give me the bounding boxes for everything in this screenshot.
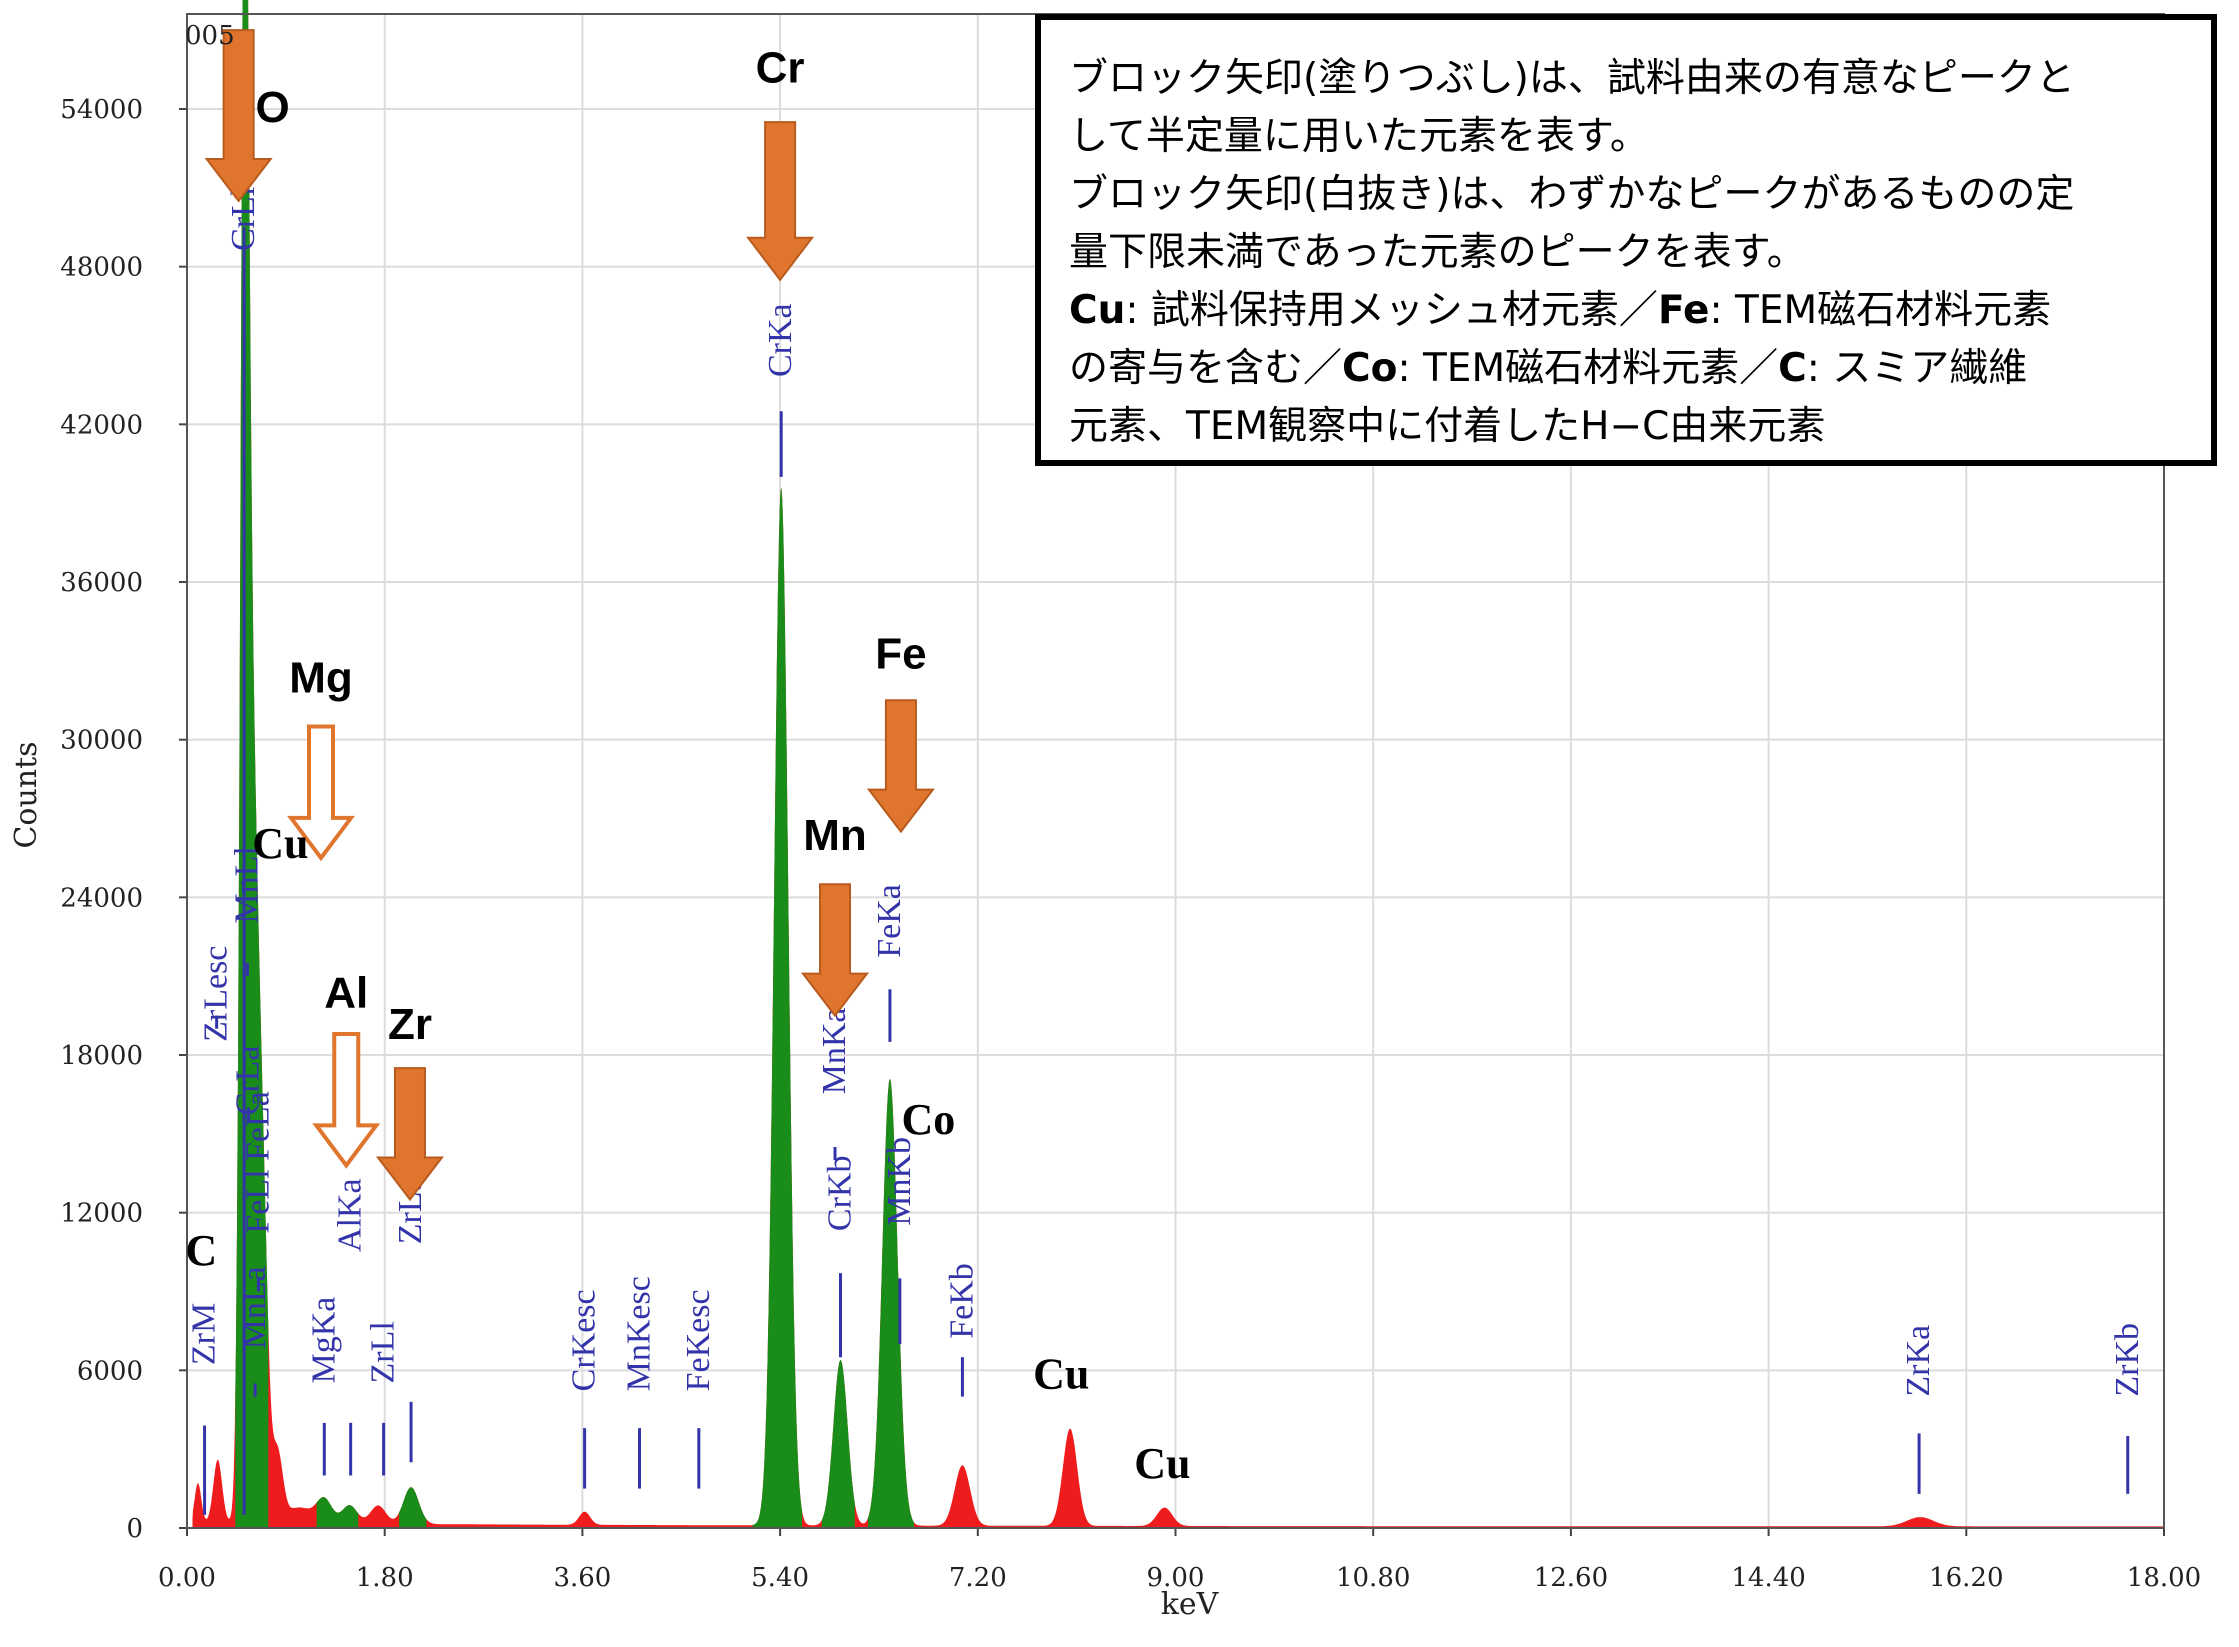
peak-marker-label: CrKesc <box>566 1289 603 1391</box>
element-arrows: O Cr Fe Mn Zr Mg Al Cu C Co Cu Cu <box>185 29 1190 1488</box>
note-co-desc: : TEM磁石材料元素／ <box>1397 346 1779 391</box>
filled-block-arrow <box>866 699 935 834</box>
x-tick-label: 9.00 <box>1147 1563 1205 1593</box>
arrow-element-label: Zr <box>388 1000 432 1049</box>
peak-markers: ZrMCrLl OKaMnLaZrLescMnLlCrLaFeLl FeLaMg… <box>186 114 2146 1515</box>
spectrum <box>192 0 2164 1528</box>
hollow-block-arrow <box>286 724 355 862</box>
element-label: Cu <box>1134 1439 1190 1488</box>
hollow-block-arrow <box>312 1031 381 1169</box>
peak-marker-label: MnKa <box>816 1008 853 1095</box>
peak-marker-label: FeLl FeLa <box>239 1091 276 1234</box>
peak-marker-label: FeKb <box>943 1263 980 1339</box>
element-label: C <box>185 1226 217 1275</box>
note-c-desc: : スミア繊維 <box>1806 346 2028 391</box>
note-line-3: ブロック矢印(白抜き)は、わずかなピークがあるものの定 <box>1069 172 2075 217</box>
note-line-2: して半定量に用いた元素を表す。 <box>1069 114 1649 159</box>
y-axis-title: Counts <box>9 741 44 848</box>
peak-marker-label: CrLa <box>230 1046 267 1116</box>
x-tick-label: 10.80 <box>1336 1563 1410 1593</box>
x-axis-title: keV <box>1161 1587 1220 1622</box>
peak-marker-label: MnKesc <box>621 1276 658 1391</box>
y-tick-label: 48000 <box>60 253 143 283</box>
note-co: Co <box>1342 346 1398 391</box>
spectrum-green-area <box>235 0 915 1528</box>
note-line-4: 量下限未満であった元素のピークを表す。 <box>1069 230 1806 275</box>
top-left-fragment: 005 <box>185 21 235 51</box>
note-cu: Cu <box>1069 288 1126 333</box>
y-tick-label: 6000 <box>77 1356 143 1386</box>
note-line-6: の寄与を含む／Co: TEM磁石材料元素／C: スミア繊維 <box>1069 340 2185 398</box>
filled-block-arrow <box>746 121 815 282</box>
filled-block-arrow <box>800 883 870 1018</box>
note-fe-desc: : TEM磁石材料元素 <box>1709 288 2052 333</box>
note-fe-desc-cont: の寄与を含む／ <box>1069 346 1343 391</box>
x-tick-label: 1.80 <box>356 1563 414 1593</box>
peak-marker-label: ZrKb <box>2109 1323 2146 1397</box>
arrow-element-label: Fe <box>875 630 926 679</box>
x-tick-label: 5.40 <box>751 1563 809 1593</box>
peak-marker-label: CrKb <box>822 1155 859 1231</box>
x-tick-label: 16.20 <box>1929 1563 2003 1593</box>
y-tick-label: 24000 <box>60 883 143 913</box>
peak-marker-label: CrKa <box>762 303 799 377</box>
y-tick-label: 42000 <box>60 410 143 440</box>
peak-marker-label: MgKa <box>305 1297 342 1384</box>
peak-marker-label: FeKesc <box>680 1289 717 1391</box>
peak-marker-label: MnLl <box>228 846 265 923</box>
y-tick-label: 18000 <box>60 1041 143 1071</box>
arrow-element-label: Mg <box>289 653 353 702</box>
y-tick-label: 12000 <box>60 1199 143 1229</box>
arrow-element-label: Al <box>324 969 368 1018</box>
filled-block-arrow <box>204 29 273 203</box>
peak-marker-label: ZrLesc <box>198 946 235 1042</box>
note-line-1: ブロック矢印(塗りつぶし)は、試料由来の有意なピークと <box>1069 56 2075 101</box>
peak-marker-label: ZrKa <box>1900 1325 1937 1397</box>
x-tick-label: 18.00 <box>2127 1563 2201 1593</box>
arrow-element-label: Cr <box>756 44 805 93</box>
y-tick-label: 54000 <box>60 95 143 125</box>
note-line-5: Cu: 試料保持用メッシュ材元素／Fe: TEM磁石材料元素 <box>1069 282 2185 340</box>
x-tick-label: 0.00 <box>158 1563 216 1593</box>
note-fe: Fe <box>1657 288 1710 333</box>
y-tick-label: 30000 <box>60 726 143 756</box>
y-tick-label: 36000 <box>60 568 143 598</box>
x-tick-label: 7.20 <box>949 1563 1007 1593</box>
filled-block-arrow <box>375 1067 444 1202</box>
x-tick-label: 12.60 <box>1534 1563 1608 1593</box>
axis-labels: 0.00 1.80 3.60 5.40 7.20 9.00 10.80 12.60 14.40 1… <box>9 95 2201 1622</box>
x-tick-label: 14.40 <box>1731 1563 1805 1593</box>
x-tick-label: 3.60 <box>553 1563 611 1593</box>
note-line-7: 元素、TEM観察中に付着したH−C由来元素 <box>1069 404 1826 449</box>
peak-marker-label: MnKb <box>881 1137 918 1226</box>
element-label: Cu <box>252 819 308 868</box>
peak-marker-label: FeKa <box>871 884 908 958</box>
peak-marker-label: AlKa <box>332 1178 369 1252</box>
y-tick-label: 0 <box>126 1514 143 1544</box>
peak-marker-label: ZrLl <box>365 1321 402 1383</box>
arrow-element-label: Mn <box>803 811 867 860</box>
note-cu-desc: : 試料保持用メッシュ材元素／ <box>1125 288 1658 333</box>
element-label: Co <box>901 1095 955 1144</box>
peak-marker-label: MnLa <box>236 1266 273 1349</box>
peak-marker-label: ZrM <box>186 1303 223 1365</box>
element-label: Cu <box>1033 1350 1089 1399</box>
arrow-element-label: O <box>256 83 290 132</box>
legend-note-box: ブロック矢印(塗りつぶし)は、試料由来の有意なピークと して半定量に用いた元素を… <box>1035 14 2217 466</box>
note-c: C <box>1778 346 1807 391</box>
